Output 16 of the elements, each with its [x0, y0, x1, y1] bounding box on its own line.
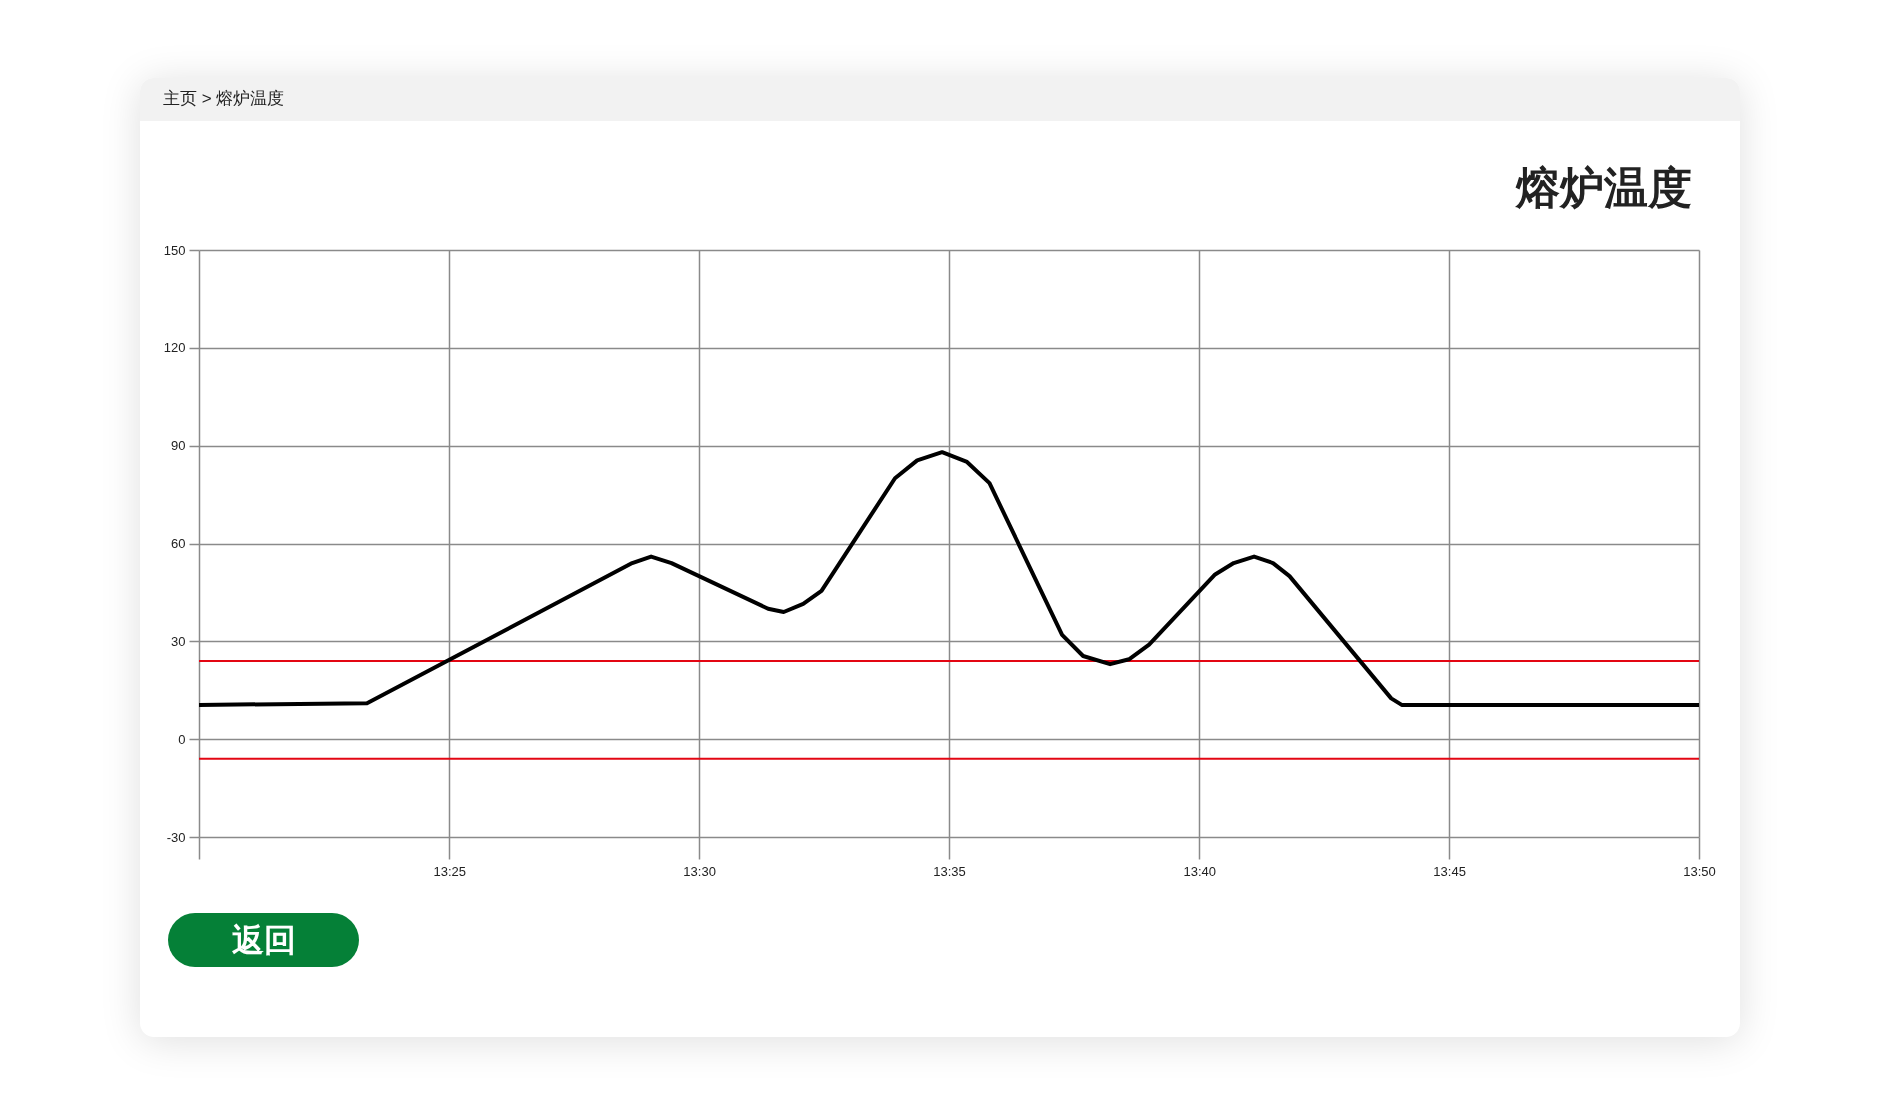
y-tick-label: 0 — [178, 731, 186, 747]
y-tick-label: 60 — [171, 536, 186, 551]
y-tick-label: -30 — [166, 829, 186, 845]
x-tick-label: 13:50 — [1683, 863, 1716, 879]
x-tick-label: 13:45 — [1433, 863, 1466, 879]
x-tick-label: 13:30 — [683, 863, 716, 879]
y-tick-label: 150 — [163, 242, 186, 258]
chart-title: 熔炉温度 — [1516, 162, 1692, 214]
y-tick-label: 30 — [171, 633, 186, 649]
text: 主页 > 熔炉温度 — [163, 88, 285, 110]
back-button: 返回 — [168, 913, 359, 967]
y-tick-label: 120 — [163, 340, 186, 356]
x-tick-label: 13:40 — [1183, 863, 1216, 879]
y-tick-label: 90 — [171, 438, 186, 454]
x-tick-label: 13:35 — [933, 863, 966, 879]
x-tick-label: 13:25 — [433, 863, 466, 879]
